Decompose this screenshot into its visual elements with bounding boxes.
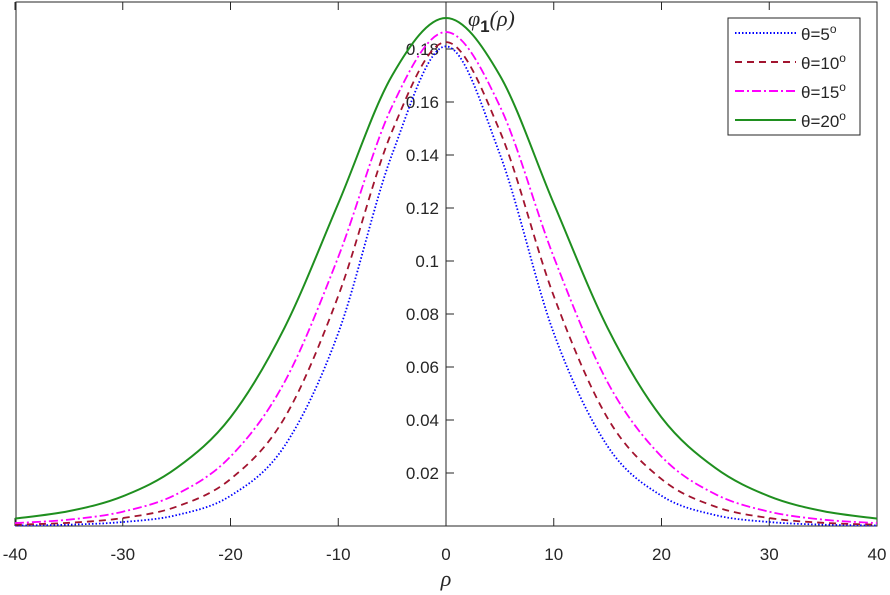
y-tick-label: 0.1 — [415, 252, 439, 271]
y-tick-label: 0.02 — [406, 464, 439, 483]
legend: θ=5o θ=10o θ=15o θ=20o — [727, 17, 861, 136]
x-tick-label: 10 — [544, 545, 563, 564]
y-tick-label: 0.14 — [406, 146, 439, 165]
x-tick-label: 30 — [760, 545, 779, 564]
series-line-3 — [14, 16, 878, 520]
series-line-0 — [14, 45, 878, 527]
legend-label-main: θ=5 — [801, 25, 830, 44]
y-tick-label: 0.06 — [406, 358, 439, 377]
legend-label-2: θ=15o — [801, 80, 846, 102]
curves — [14, 16, 878, 527]
y-tick-label: 0.16 — [406, 93, 439, 112]
legend-box — [727, 17, 861, 136]
y-annotation-arg: (ρ) — [490, 6, 515, 31]
legend-degree: o — [830, 22, 837, 36]
x-tick-label: 0 — [441, 545, 450, 564]
legend-label-main: θ=15 — [801, 83, 839, 102]
x-tick-label: 20 — [652, 545, 671, 564]
legend-label-main: θ=20 — [801, 112, 839, 131]
x-tick-label: -20 — [218, 545, 243, 564]
legend-degree: o — [839, 80, 846, 94]
legend-degree: o — [839, 51, 846, 65]
y-annotation-subscript: 1 — [480, 17, 489, 36]
series-line-2 — [14, 31, 878, 524]
y-annotation-symbol: φ — [468, 6, 480, 31]
legend-label-0: θ=5o — [801, 22, 837, 44]
x-axis-label: ρ — [440, 566, 452, 591]
x-tick-label: -10 — [326, 545, 351, 564]
legend-label-3: θ=20o — [801, 109, 846, 131]
legend-degree: o — [839, 109, 846, 123]
axes: -40 -30 -20 -10 0 10 20 30 40 0.02 0.04 0.06 0.08 0.1… — [3, 1, 887, 564]
y-tick-label: 0.12 — [406, 199, 439, 218]
y-tick-label: 0.08 — [406, 305, 439, 324]
legend-label-main: θ=10 — [801, 54, 839, 73]
x-tick-label: 40 — [868, 545, 887, 564]
y-tick-label: 0.04 — [406, 411, 439, 430]
x-tick-label: -40 — [3, 545, 28, 564]
y-annotation: φ1(ρ) — [468, 6, 515, 36]
legend-label-1: θ=10o — [801, 51, 846, 73]
x-tick-label: -30 — [110, 545, 135, 564]
